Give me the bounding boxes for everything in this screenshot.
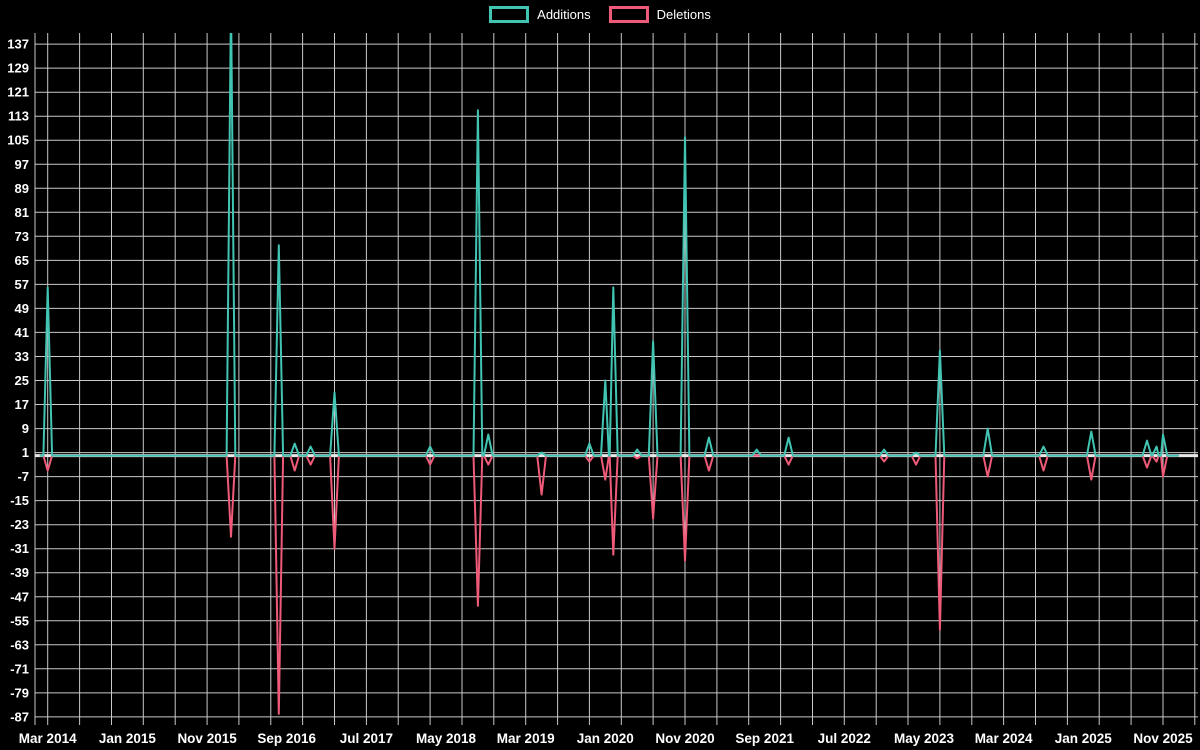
svg-text:57: 57 [15, 277, 29, 292]
svg-text:1: 1 [22, 445, 29, 460]
svg-text:25: 25 [15, 373, 29, 388]
svg-text:-39: -39 [10, 565, 29, 580]
svg-text:113: 113 [8, 109, 29, 124]
svg-text:Mar 2014: Mar 2014 [19, 731, 77, 746]
svg-text:33: 33 [15, 349, 29, 364]
svg-text:129: 129 [7, 61, 29, 76]
svg-text:Jan 2020: Jan 2020 [577, 731, 634, 746]
svg-text:-71: -71 [10, 661, 29, 676]
chart-legend: Additions Deletions [0, 6, 1200, 23]
svg-text:-79: -79 [10, 685, 29, 700]
svg-text:-55: -55 [10, 613, 29, 628]
svg-text:Sep 2016: Sep 2016 [257, 731, 316, 746]
legend-label-additions: Additions [537, 6, 591, 22]
svg-text:17: 17 [15, 397, 29, 412]
svg-text:121: 121 [7, 85, 29, 100]
additions-swatch-icon [489, 6, 530, 23]
svg-text:Jan 2015: Jan 2015 [99, 731, 157, 746]
svg-text:Nov 2020: Nov 2020 [655, 731, 714, 746]
svg-text:-87: -87 [10, 709, 29, 724]
svg-text:9: 9 [22, 421, 29, 436]
y-axis-labels: 137 129 121 113 105 97 89 81 73 65 57 49 41 33 25 17 9 1 -… [7, 37, 29, 725]
svg-text:137: 137 [7, 37, 29, 52]
additions-line [39, 33, 1179, 457]
deletions-line [39, 454, 1179, 715]
svg-text:-31: -31 [10, 541, 29, 556]
legend-item-additions[interactable]: Additions [489, 6, 591, 23]
svg-text:Jul 2017: Jul 2017 [340, 731, 393, 746]
legend-item-deletions[interactable]: Deletions [608, 6, 711, 23]
svg-text:Nov 2015: Nov 2015 [177, 731, 237, 746]
svg-text:Mar 2024: Mar 2024 [975, 731, 1033, 746]
svg-text:-23: -23 [10, 517, 29, 532]
svg-text:-15: -15 [10, 493, 29, 508]
svg-text:49: 49 [15, 301, 29, 316]
svg-text:Nov 2025: Nov 2025 [1133, 731, 1193, 746]
svg-text:-7: -7 [17, 469, 29, 484]
svg-text:-63: -63 [10, 637, 29, 652]
svg-text:97: 97 [15, 157, 29, 172]
svg-text:65: 65 [15, 253, 29, 268]
svg-text:May 2018: May 2018 [416, 731, 477, 746]
svg-text:81: 81 [15, 205, 29, 220]
svg-text:-47: -47 [10, 589, 29, 604]
svg-text:Jul 2022: Jul 2022 [818, 731, 871, 746]
svg-text:Jan 2025: Jan 2025 [1055, 731, 1113, 746]
svg-text:73: 73 [15, 229, 29, 244]
svg-text:105: 105 [7, 133, 29, 148]
x-axis-labels: Mar 2014 Jan 2015 Nov 2015 Sep 2016 Jul 2017… [19, 731, 1193, 746]
svg-text:May 2023: May 2023 [894, 731, 955, 746]
svg-text:89: 89 [15, 181, 29, 196]
svg-text:Sep 2021: Sep 2021 [735, 731, 794, 746]
deletions-swatch-icon [608, 6, 649, 23]
legend-label-deletions: Deletions [656, 6, 711, 22]
svg-text:Mar 2019: Mar 2019 [497, 731, 555, 746]
svg-text:41: 41 [15, 325, 29, 340]
